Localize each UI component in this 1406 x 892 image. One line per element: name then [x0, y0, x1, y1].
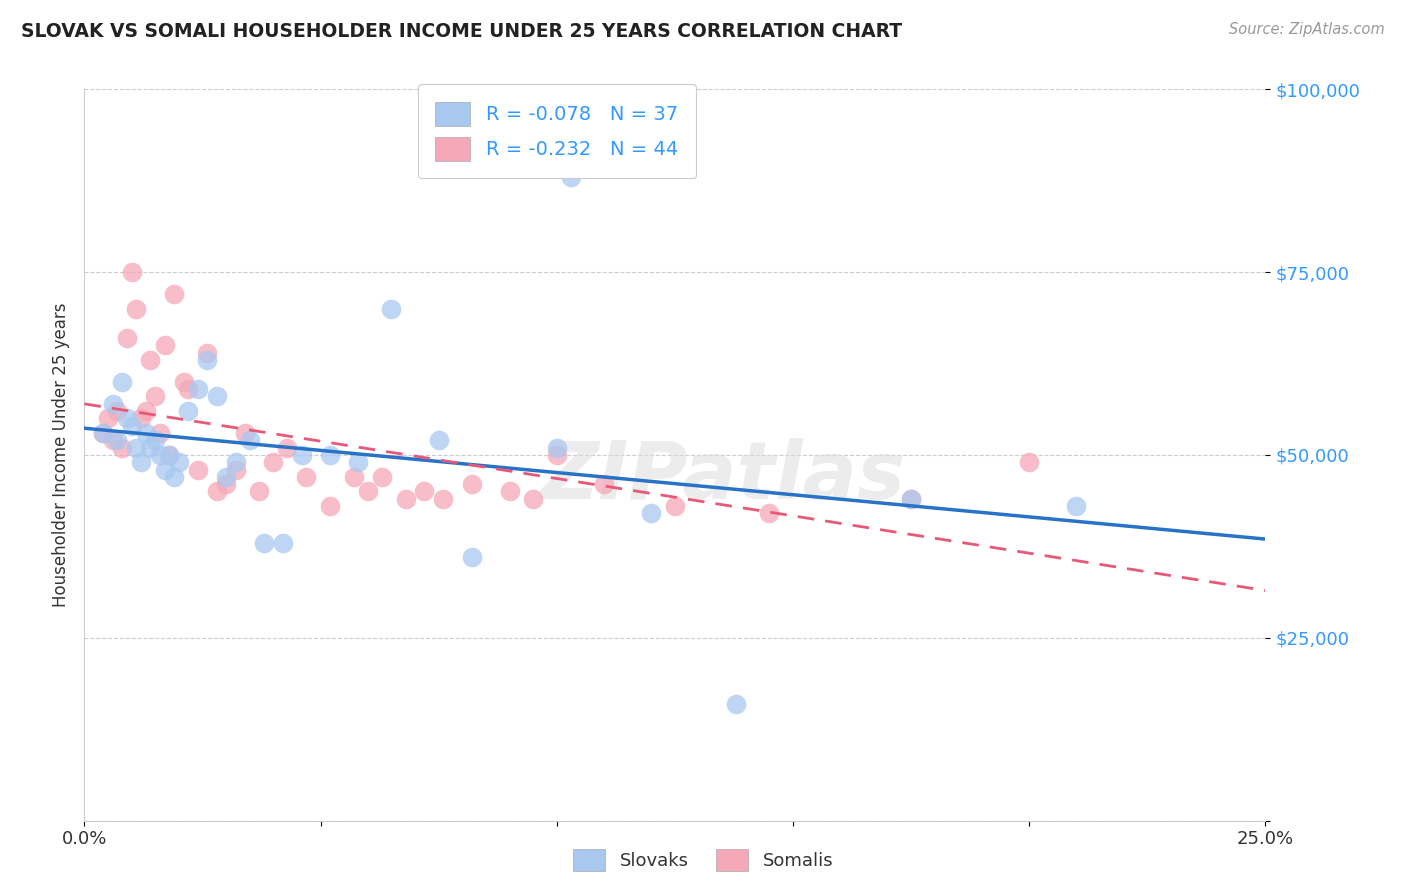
Point — [111, 375, 134, 389]
Point — [121, 265, 143, 279]
Point — [498, 484, 520, 499]
Legend: Slovaks, Somalis: Slovaks, Somalis — [565, 842, 841, 879]
Point — [461, 550, 484, 565]
Point — [560, 169, 582, 184]
Point — [187, 462, 209, 476]
Point — [1066, 499, 1088, 513]
Text: ZIPatlas: ZIPatlas — [540, 438, 904, 516]
Point — [758, 507, 780, 521]
Point — [640, 507, 662, 521]
Point — [195, 345, 218, 359]
Point — [101, 434, 124, 448]
Point — [111, 441, 134, 455]
Text: Source: ZipAtlas.com: Source: ZipAtlas.com — [1229, 22, 1385, 37]
Point — [225, 462, 247, 476]
Point — [157, 448, 180, 462]
Point — [149, 448, 172, 462]
Point — [461, 477, 484, 491]
Point — [319, 499, 342, 513]
Point — [177, 404, 200, 418]
Point — [900, 491, 922, 506]
Point — [546, 441, 568, 455]
Point — [215, 470, 238, 484]
Point — [233, 425, 256, 440]
Point — [115, 331, 138, 345]
Point — [271, 535, 294, 549]
Point — [394, 491, 416, 506]
Point — [900, 491, 922, 506]
Point — [129, 411, 152, 425]
Point — [205, 484, 228, 499]
Point — [225, 455, 247, 469]
Y-axis label: Householder Income Under 25 years: Householder Income Under 25 years — [52, 302, 70, 607]
Point — [139, 352, 162, 367]
Point — [139, 441, 162, 455]
Point — [163, 287, 186, 301]
Point — [380, 301, 402, 316]
Point — [239, 434, 262, 448]
Point — [153, 462, 176, 476]
Point — [347, 455, 370, 469]
Point — [319, 448, 342, 462]
Point — [101, 397, 124, 411]
Point — [247, 484, 270, 499]
Point — [173, 375, 195, 389]
Point — [546, 448, 568, 462]
Point — [135, 425, 157, 440]
Text: SLOVAK VS SOMALI HOUSEHOLDER INCOME UNDER 25 YEARS CORRELATION CHART: SLOVAK VS SOMALI HOUSEHOLDER INCOME UNDE… — [21, 22, 903, 41]
Point — [187, 382, 209, 396]
Point — [253, 535, 276, 549]
Point — [91, 425, 114, 440]
Point — [262, 455, 284, 469]
Point — [413, 484, 436, 499]
Point — [107, 434, 129, 448]
Point — [205, 389, 228, 403]
Point — [143, 434, 166, 448]
Point — [177, 382, 200, 396]
Point — [167, 455, 190, 469]
Point — [215, 477, 238, 491]
Point — [157, 448, 180, 462]
Point — [125, 441, 148, 455]
Point — [291, 448, 314, 462]
Point — [153, 338, 176, 352]
Point — [129, 455, 152, 469]
Point — [115, 411, 138, 425]
Point — [276, 441, 298, 455]
Point — [725, 697, 748, 711]
Point — [149, 425, 172, 440]
Point — [295, 470, 318, 484]
Point — [91, 425, 114, 440]
Point — [135, 404, 157, 418]
Point — [664, 499, 686, 513]
Point — [121, 418, 143, 433]
Point — [343, 470, 366, 484]
Point — [1018, 455, 1040, 469]
Point — [107, 404, 129, 418]
Point — [427, 434, 450, 448]
Point — [593, 477, 616, 491]
Point — [195, 352, 218, 367]
Point — [522, 491, 544, 506]
Point — [125, 301, 148, 316]
Legend: R = -0.078   N = 37, R = -0.232   N = 44: R = -0.078 N = 37, R = -0.232 N = 44 — [418, 84, 696, 178]
Point — [432, 491, 454, 506]
Point — [371, 470, 394, 484]
Point — [357, 484, 380, 499]
Point — [163, 470, 186, 484]
Point — [97, 411, 120, 425]
Point — [143, 389, 166, 403]
